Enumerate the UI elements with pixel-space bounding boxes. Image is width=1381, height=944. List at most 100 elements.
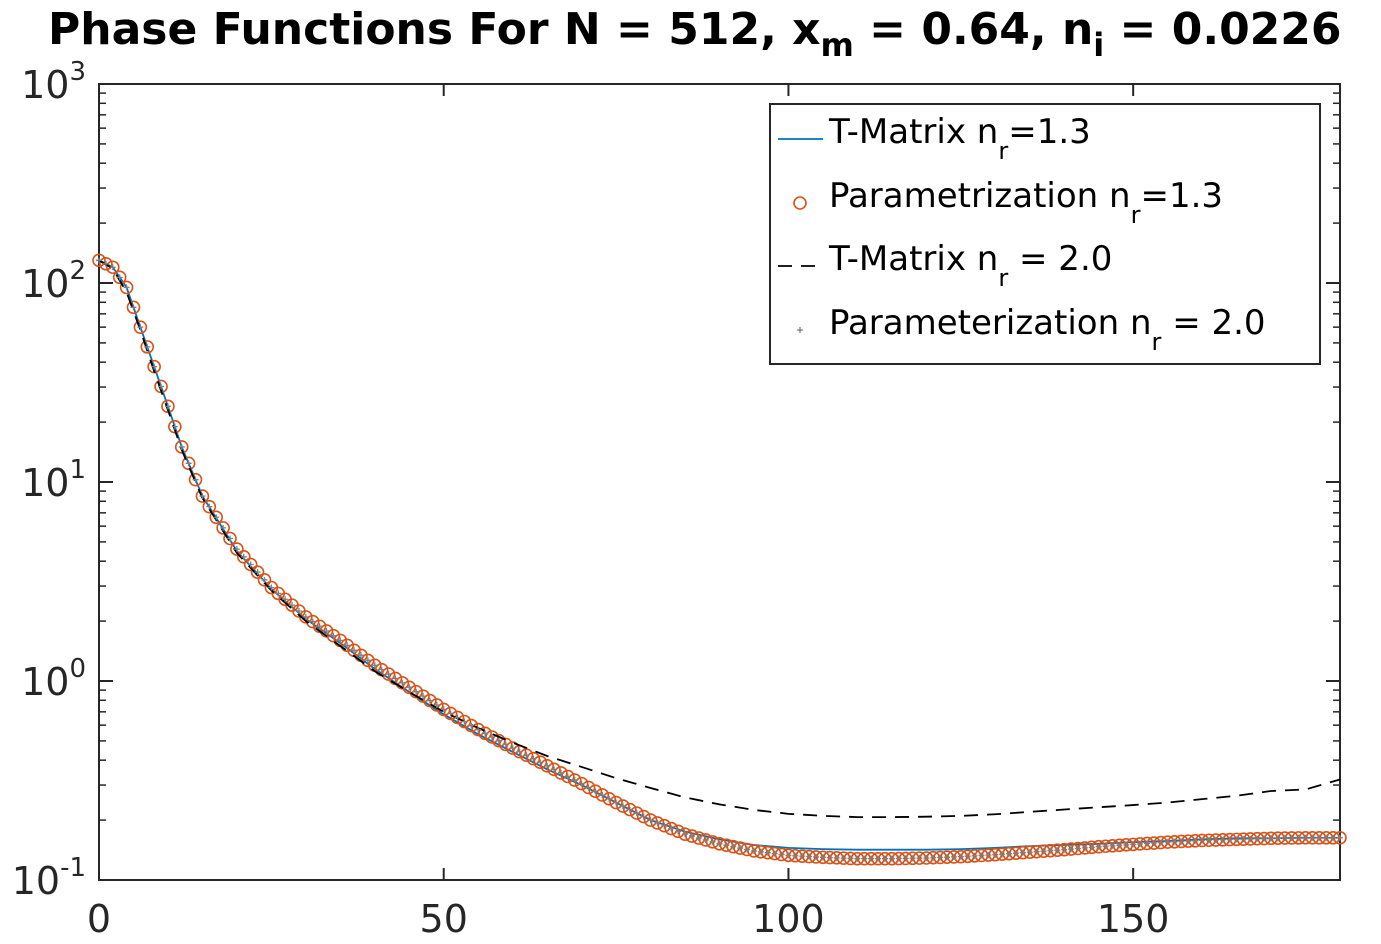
series-point — [785, 852, 792, 859]
series-point — [1337, 834, 1343, 841]
legend-item-1: T-Matrix nr=1.3 — [778, 112, 1091, 165]
series-point — [881, 855, 888, 862]
series-point — [1019, 849, 1026, 856]
series-point — [971, 852, 978, 859]
series-point — [323, 627, 330, 634]
series-point — [774, 847, 789, 862]
series-dashed-line — [98, 259, 1341, 819]
series-point — [92, 253, 106, 268]
series-point — [813, 853, 820, 860]
legend: T-Matrix nr=1.3 Parametrization nr=1.3 T-M… — [769, 103, 1321, 365]
series-point — [126, 300, 141, 315]
series-point — [268, 584, 275, 591]
series-point — [1137, 840, 1144, 847]
series-point — [409, 684, 423, 699]
series-point — [733, 841, 747, 855]
series-point — [533, 755, 548, 770]
series-point — [688, 833, 695, 840]
series-point — [1219, 836, 1226, 843]
series-point — [726, 839, 741, 854]
series-point — [757, 848, 764, 855]
series-point — [209, 510, 224, 525]
series-point — [478, 726, 492, 741]
series-point — [192, 476, 199, 483]
series-point — [498, 737, 513, 752]
series-point — [730, 843, 737, 850]
series-point — [1026, 849, 1033, 856]
series-point — [454, 714, 461, 721]
series-point — [847, 855, 854, 862]
series-point — [309, 618, 316, 625]
series-point — [1192, 837, 1199, 844]
series-point — [668, 825, 675, 832]
series-point — [592, 788, 599, 795]
series-point — [540, 758, 554, 773]
series-point — [220, 524, 227, 531]
series-point — [1212, 837, 1219, 844]
series-point — [737, 845, 744, 852]
series-point — [399, 679, 406, 686]
series-point — [137, 324, 144, 331]
series-point — [1143, 840, 1150, 847]
series-point — [854, 855, 861, 862]
legend-swatch — [793, 196, 807, 210]
series-point — [705, 835, 720, 849]
series-point — [902, 855, 909, 862]
series-point — [440, 706, 447, 713]
series-point — [502, 741, 509, 748]
series-point — [930, 854, 937, 861]
series-point — [778, 851, 785, 858]
series-point — [764, 849, 771, 856]
series-point — [1261, 835, 1268, 842]
series-point — [295, 608, 302, 615]
series-point — [351, 647, 358, 654]
series-point — [1254, 835, 1261, 842]
series-point — [581, 780, 596, 795]
series-point — [1081, 844, 1088, 851]
series-point — [261, 576, 268, 583]
series-point — [992, 851, 999, 858]
series-point — [840, 855, 847, 862]
series-point — [364, 657, 371, 664]
series-point — [978, 852, 985, 859]
series-point — [164, 403, 171, 410]
series-point — [174, 440, 189, 454]
series-point — [216, 521, 230, 535]
series-point — [626, 806, 633, 813]
series-point — [909, 855, 916, 862]
series-point — [985, 852, 992, 859]
series-point — [636, 809, 651, 824]
legend-swatch — [797, 327, 803, 333]
series-point — [1206, 837, 1213, 844]
series-point — [574, 776, 589, 791]
series-point — [423, 693, 437, 708]
series-point — [999, 851, 1006, 858]
series-point — [678, 827, 692, 841]
series-point — [554, 766, 568, 780]
series-point — [133, 320, 148, 334]
y-tick-label: 103 — [21, 57, 86, 107]
series-point — [468, 722, 475, 729]
series-point — [1109, 842, 1116, 849]
series-point — [495, 737, 502, 744]
series-point — [378, 666, 385, 673]
series-point — [1233, 836, 1240, 843]
legend-label: Parametrization nr=1.3 — [829, 176, 1223, 229]
series-point — [1164, 839, 1171, 846]
series-point — [243, 557, 258, 572]
series-point — [406, 684, 413, 691]
series-point — [544, 762, 551, 769]
series-point — [289, 602, 296, 609]
series-point — [747, 844, 761, 858]
series-point — [433, 701, 440, 708]
series-point — [1123, 841, 1130, 848]
series-point — [330, 632, 337, 639]
series-point — [664, 821, 679, 836]
series-point — [888, 855, 895, 862]
series-point — [1240, 836, 1247, 843]
series-point — [185, 460, 192, 467]
series-point — [426, 697, 433, 704]
legend-item-2: Parametrization nr=1.3 — [793, 176, 1223, 229]
series-point — [181, 456, 196, 471]
series-point — [1116, 842, 1123, 849]
